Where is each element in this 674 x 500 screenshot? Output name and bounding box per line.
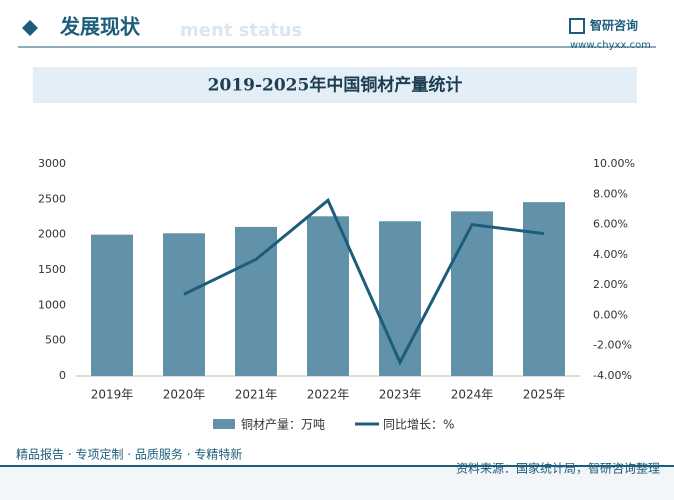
logo-text: 智研咨询 <box>589 18 638 33</box>
y2-tick-label: 4.00% <box>593 248 628 261</box>
y-tick-label: 500 <box>45 334 66 347</box>
x-tick-label: 2020年 <box>163 388 206 402</box>
legend-label: 同比增长：% <box>383 418 454 432</box>
y2-tick-label: 6.00% <box>593 218 628 231</box>
bar <box>523 202 565 376</box>
title-band <box>33 67 637 103</box>
bar <box>91 234 133 376</box>
x-tick-label: 2019年 <box>91 388 134 402</box>
bar <box>451 211 493 376</box>
y2-tick-label: -4.00% <box>593 369 632 382</box>
x-tick-label: 2025年 <box>523 388 566 402</box>
y-tick-label: 1000 <box>38 298 66 311</box>
y-tick-label: 0 <box>59 369 66 382</box>
y-tick-label: 3000 <box>38 157 66 170</box>
y-tick-label: 2500 <box>38 192 66 205</box>
website: www.chyxx.com <box>570 40 651 51</box>
x-tick-label: 2023年 <box>379 388 422 402</box>
y2-tick-label: 0.00% <box>593 308 628 321</box>
bar <box>379 221 421 376</box>
y2-tick-label: 8.00% <box>593 187 628 200</box>
header-subtitle: ment status <box>180 20 302 41</box>
x-tick-label: 2022年 <box>307 388 350 402</box>
source: 资料来源：国家统计局，智研咨询整理 <box>456 461 660 476</box>
logo-icon <box>569 18 585 34</box>
footer-slogan: 精品报告 · 专项定制 · 品质服务 · 专精特新 <box>16 447 242 462</box>
y2-tick-label: 10.00% <box>593 157 635 170</box>
header-icon <box>22 20 38 36</box>
legend-swatch <box>213 419 235 429</box>
line <box>183 197 545 366</box>
footer-band <box>0 466 674 500</box>
chart-title: 2019-2025年中国铜材产量统计 <box>208 75 463 96</box>
bar <box>307 216 349 376</box>
header-title: 发展现状 <box>59 15 141 39</box>
y-tick-label: 1500 <box>38 263 66 276</box>
bar <box>163 233 205 376</box>
x-tick-label: 2021年 <box>235 388 278 402</box>
y2-tick-label: 2.00% <box>593 278 628 291</box>
bar <box>235 226 277 376</box>
legend-label: 铜材产量：万吨 <box>241 417 325 432</box>
y-tick-label: 2000 <box>38 228 66 241</box>
x-tick-label: 2024年 <box>451 388 494 402</box>
y2-tick-label: -2.00% <box>593 339 632 352</box>
